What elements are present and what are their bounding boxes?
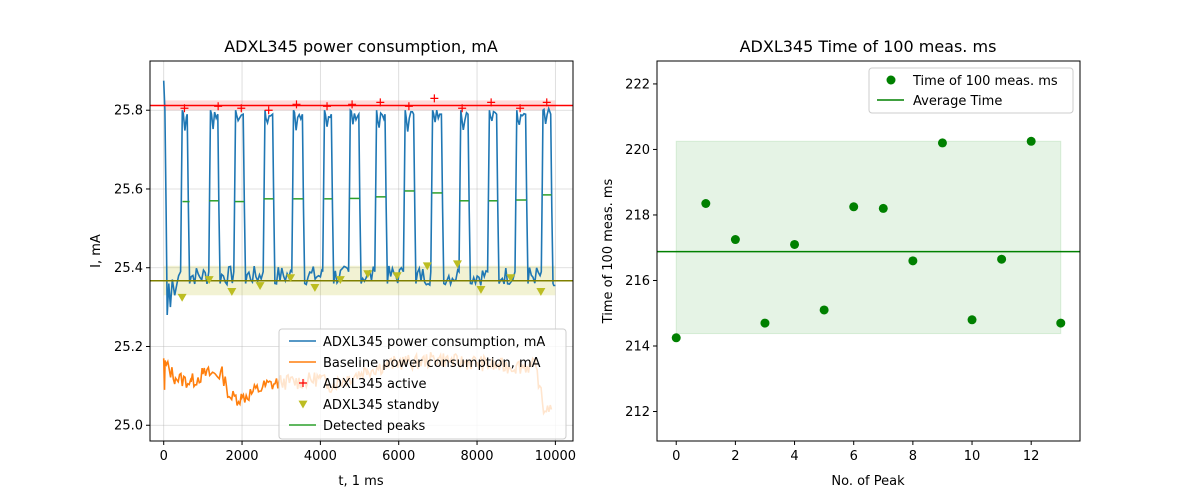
x-tick-label-6: 12 [1023, 449, 1040, 464]
active-point-11 [487, 98, 496, 107]
right-legend-label-1: Average Time [913, 94, 1002, 109]
standby-point-9 [422, 262, 432, 271]
time-point-6 [849, 202, 859, 212]
standby-point-3 [255, 282, 265, 290]
right-chart-title: ADXL345 Time of 100 meas. ms [740, 37, 997, 56]
y-tick-label-3: 218 [625, 208, 650, 223]
active-point-0 [180, 104, 189, 113]
x-tick-label-1: 2 [731, 449, 739, 464]
y-tick-label-0: 25.0 [114, 419, 143, 434]
active-point-10 [458, 104, 467, 113]
standby-point-10 [452, 260, 462, 269]
active-point-7 [376, 98, 385, 107]
standby-point-1 [204, 276, 214, 285]
left-legend-handle-2 [299, 379, 307, 387]
time-point-9 [937, 138, 947, 148]
y-tick-label-3: 25.6 [114, 182, 143, 197]
right-legend-box [868, 67, 1074, 114]
left-chart-frame [149, 60, 574, 442]
right-chart-data [657, 136, 1080, 343]
left-legend-label-0: ADXL345 power consumption, mA [323, 335, 545, 350]
right-chart-frame [656, 60, 1081, 442]
standby-point-2 [227, 287, 237, 296]
left-legend-label-1: Baseline power consumption, mA [323, 356, 541, 371]
standby-point-5 [310, 284, 320, 292]
x-tick-label-4: 8000 [460, 449, 493, 464]
right-chart-time-of-measurements: ADXL345 Time of 100 meas. ms 0 2 4 6 8 10 12 21… [601, 37, 1081, 489]
left-legend-label-2: ADXL345 active [323, 377, 427, 392]
active-point-4 [292, 100, 301, 109]
time-point-7 [878, 203, 888, 213]
x-tick-label-3: 6000 [382, 449, 415, 464]
x-tick-label-5: 10 [964, 449, 981, 464]
right-legend-handle-0 [886, 75, 896, 85]
right-chart-ticks: 0 2 4 6 8 10 12 212 214 216 218 220 222 [625, 77, 1039, 464]
active-point-1 [214, 102, 223, 111]
x-tick-label-4: 8 [909, 449, 917, 464]
y-tick-label-1: 25.2 [114, 340, 143, 355]
left-legend-box [278, 328, 567, 440]
active-point-12 [516, 104, 525, 113]
time-point-11 [997, 254, 1007, 264]
standby-point-4 [286, 274, 296, 283]
power-consumption-line [162, 80, 556, 316]
y-tick-label-2: 216 [625, 274, 650, 289]
left-legend-label-4: Detected peaks [323, 419, 425, 434]
time-point-10 [967, 315, 977, 325]
spread-band [675, 140, 1062, 335]
time-point-1 [701, 199, 711, 208]
y-tick-label-5: 222 [625, 77, 650, 92]
left-legend-handle-3 [298, 400, 308, 409]
standby-point-6 [335, 276, 345, 285]
standby-point-0 [177, 293, 187, 302]
time-point-3 [760, 318, 770, 328]
active-point-5 [323, 102, 332, 111]
x-tick-label-1: 2000 [225, 449, 258, 464]
standby-point-11 [476, 286, 486, 294]
standby-point-7 [363, 270, 373, 279]
y-tick-label-4: 220 [625, 143, 650, 158]
active-point-9 [430, 94, 439, 103]
x-tick-label-0: 0 [160, 449, 168, 464]
left-chart-title: ADXL345 power consumption, mA [224, 37, 498, 56]
y-tick-label-1: 214 [625, 340, 650, 355]
x-tick-label-5: 10000 [535, 449, 576, 464]
left-chart-power-consumption: ADXL345 power consumption, mA 0 2000 4000 6… [89, 37, 576, 489]
active-point-13 [542, 98, 551, 107]
y-tick-label-2: 25.4 [114, 261, 143, 276]
x-tick-label-3: 6 [850, 449, 858, 464]
y-tick-label-4: 25.8 [114, 104, 143, 119]
x-tick-label-2: 4000 [304, 449, 337, 464]
time-point-12 [1026, 136, 1036, 146]
time-point-13 [1056, 318, 1066, 328]
time-point-5 [819, 305, 829, 315]
time-point-4 [790, 239, 800, 249]
active-point-3 [264, 106, 273, 115]
right-chart-xlabel: No. of Peak [831, 474, 905, 489]
active-point-8 [404, 102, 413, 111]
active-point-2 [237, 104, 246, 113]
left-chart-legend: ADXL345 power consumption, mA Baseline po… [278, 328, 567, 440]
time-point-2 [730, 235, 740, 245]
left-chart-ylabel: I, mA [89, 234, 104, 268]
time-point-0 [671, 333, 681, 343]
time-point-8 [908, 256, 918, 266]
right-chart-legend: Time of 100 meas. ms Average Time [868, 67, 1074, 114]
x-tick-label-2: 4 [790, 449, 798, 464]
y-tick-label-0: 212 [625, 405, 650, 420]
active-point-6 [348, 100, 357, 109]
left-legend-label-3: ADXL345 standby [323, 398, 440, 413]
left-chart-xlabel: t, 1 ms [338, 474, 383, 489]
standby-point-13 [536, 287, 546, 296]
right-chart-band [675, 140, 1062, 335]
right-chart-ylabel: Time of 100 meas. ms [601, 178, 616, 324]
right-legend-label-0: Time of 100 meas. ms [912, 74, 1058, 89]
x-tick-label-0: 0 [672, 449, 680, 464]
standby-point-12 [506, 274, 516, 283]
left-chart-ticks: 0 2000 4000 6000 8000 10000 25.0 25.2 25.4 25.6 25… [114, 104, 576, 464]
standby-point-8 [392, 272, 402, 281]
